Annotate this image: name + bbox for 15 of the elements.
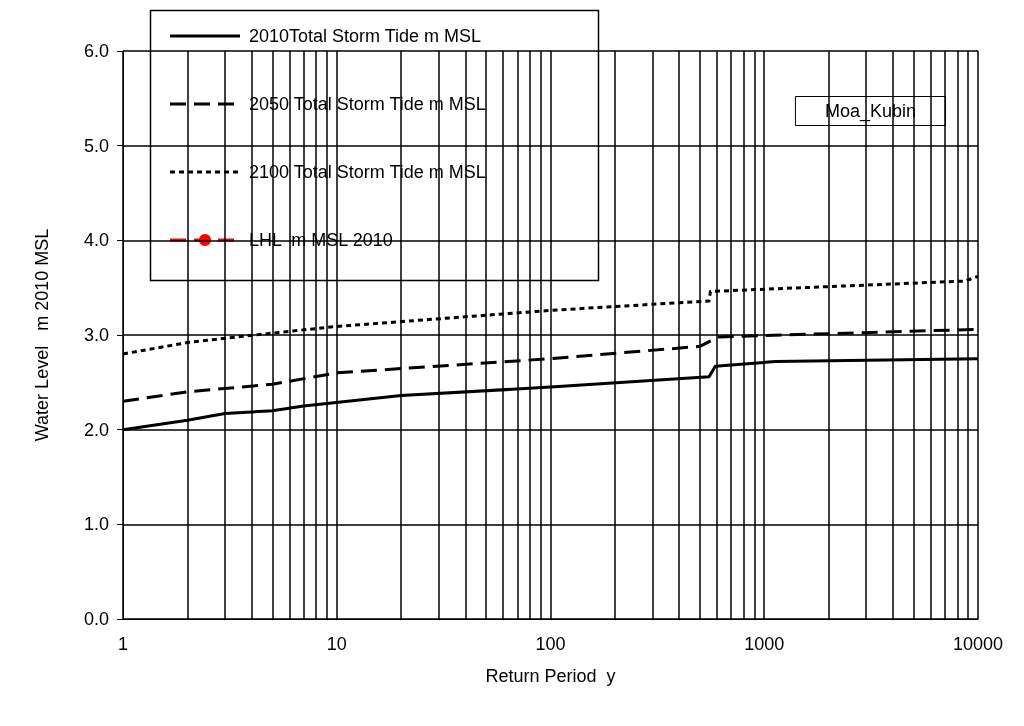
x-tick-label: 100 [535,634,566,654]
y-tick-label: 3.0 [83,325,109,345]
legend-label: 2010Total Storm Tide m MSL [249,26,482,46]
y-tick-label: 5.0 [83,135,109,156]
x-tick-label: 1 [117,634,129,654]
x-tick-label: 10 [326,634,347,654]
x-axis-title: Return Period y [485,666,616,686]
x-tick-label: 1000 [744,634,785,654]
y-axis-title: Water Level m 2010 MSL [32,228,52,442]
y-tick-label: 0.0 [83,609,109,629]
y-tick-label: 4.0 [83,230,109,251]
x-tick-label: 10000 [952,634,1004,654]
y-tick-label: 6.0 [83,41,109,61]
y-tick-label: 2.0 [83,419,109,440]
y-tick-label: 1.0 [83,514,109,535]
